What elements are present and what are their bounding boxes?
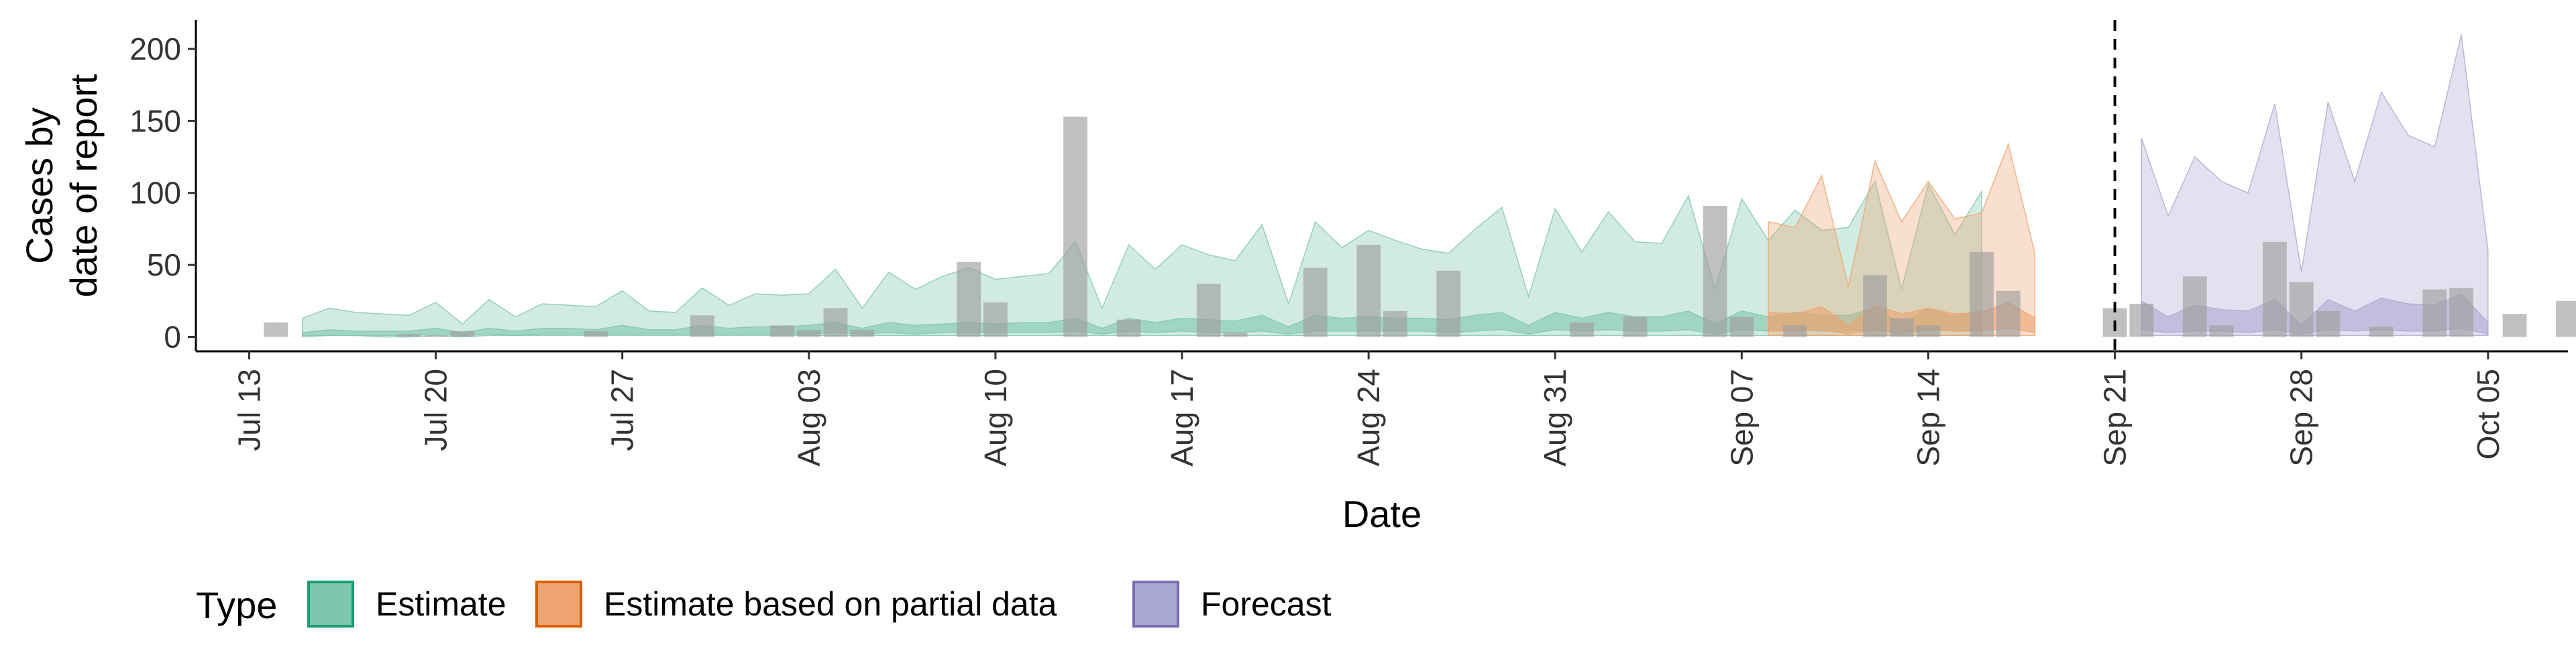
legend-label-estimate: Estimate xyxy=(376,585,506,623)
observed-bar xyxy=(2209,325,2234,337)
observed-bar xyxy=(983,302,1008,337)
x-tick-label: Aug 03 xyxy=(792,369,826,467)
x-tick-label: Aug 10 xyxy=(978,369,1013,467)
x-tick-label: Sep 14 xyxy=(1911,369,1946,467)
y-tick-label: 150 xyxy=(129,103,181,138)
observed-bar xyxy=(423,335,448,337)
axes-layer: 0 50 100 150 200 Jul 13 Jul 20 Jul 27 Aug 03 Aug … xyxy=(129,20,2568,467)
x-tick-label: Sep 28 xyxy=(2284,369,2319,467)
x-tick-label: Aug 17 xyxy=(1165,369,1199,467)
observed-bar xyxy=(2263,241,2287,337)
y-tick-label: 0 xyxy=(164,320,181,355)
observed-bar xyxy=(1996,290,2021,337)
observed-bar xyxy=(1863,275,1887,337)
observed-bar xyxy=(957,261,981,337)
x-tick-label: Sep 07 xyxy=(1724,369,1759,467)
observed-bar xyxy=(1623,316,1648,337)
observed-bar xyxy=(2129,304,2154,337)
observed-bar xyxy=(264,322,288,337)
observed-bar xyxy=(1356,245,1381,337)
observed-bar xyxy=(2556,300,2576,337)
observed-bar xyxy=(2422,289,2447,337)
y-tick-label: 200 xyxy=(129,32,181,66)
observed-bar xyxy=(2369,327,2394,337)
legend-key-estimate xyxy=(307,581,354,628)
y-axis-title-line-2: date of report xyxy=(62,74,105,298)
observed-bar xyxy=(1436,270,1461,337)
legend-label-partial-estimate: Estimate based on partial data xyxy=(604,585,1057,623)
observed-bar xyxy=(1782,325,1807,337)
x-tick-label: Oct 05 xyxy=(2471,369,2506,460)
ribbon-layer xyxy=(302,34,2489,338)
legend-key-partial-estimate xyxy=(535,581,582,628)
observed-bar xyxy=(796,329,821,337)
observed-bar xyxy=(1570,322,1594,337)
y-tick-label: 50 xyxy=(147,247,181,282)
observed-bar xyxy=(1063,116,1087,337)
x-tick-label: Aug 24 xyxy=(1351,369,1386,467)
observed-bar xyxy=(1703,206,1727,337)
observed-bar xyxy=(1196,284,1221,337)
observed-bar xyxy=(1303,268,1328,337)
observed-bar xyxy=(1970,251,1994,337)
observed-bar xyxy=(1116,319,1141,337)
observed-bar xyxy=(2502,314,2527,337)
observed-bar xyxy=(1889,318,1914,337)
observed-bar xyxy=(2289,282,2314,337)
observed-bar xyxy=(770,325,794,337)
observed-bar xyxy=(2316,310,2341,337)
observed-bar xyxy=(397,334,421,337)
ribbon-outer-0 xyxy=(302,180,1982,338)
observed-bar xyxy=(450,331,475,337)
ribbon-outer-2 xyxy=(2141,34,2489,337)
x-tick-label: Jul 13 xyxy=(232,369,267,451)
x-tick-label: Sep 21 xyxy=(2098,369,2133,467)
x-tick-label: Aug 31 xyxy=(1538,369,1572,467)
x-tick-label: Jul 27 xyxy=(605,369,640,451)
legend-title: Type xyxy=(196,584,277,626)
x-axis-title: Date xyxy=(1342,493,1421,535)
observed-bar xyxy=(1223,333,1248,337)
x-tick-label: Jul 20 xyxy=(419,369,453,451)
observed-bar xyxy=(2449,288,2473,337)
y-tick-label: 100 xyxy=(129,176,181,211)
observed-bar xyxy=(584,331,608,337)
observed-bar xyxy=(823,308,848,337)
observed-bar xyxy=(2182,276,2207,337)
observed-bar xyxy=(690,315,714,337)
ribbon-outer-1 xyxy=(1768,142,2036,337)
y-axis-title-line-1: Cases by xyxy=(18,107,60,263)
legend-label-forecast: Forecast xyxy=(1201,585,1332,623)
legend-key-forecast xyxy=(1132,581,1179,628)
observed-bar xyxy=(1916,325,1941,337)
observed-bar xyxy=(1729,316,1754,337)
observed-bar xyxy=(1383,310,1407,337)
legend: Type Estimate Estimate based on partial … xyxy=(196,581,1332,628)
observed-bar xyxy=(850,329,875,337)
